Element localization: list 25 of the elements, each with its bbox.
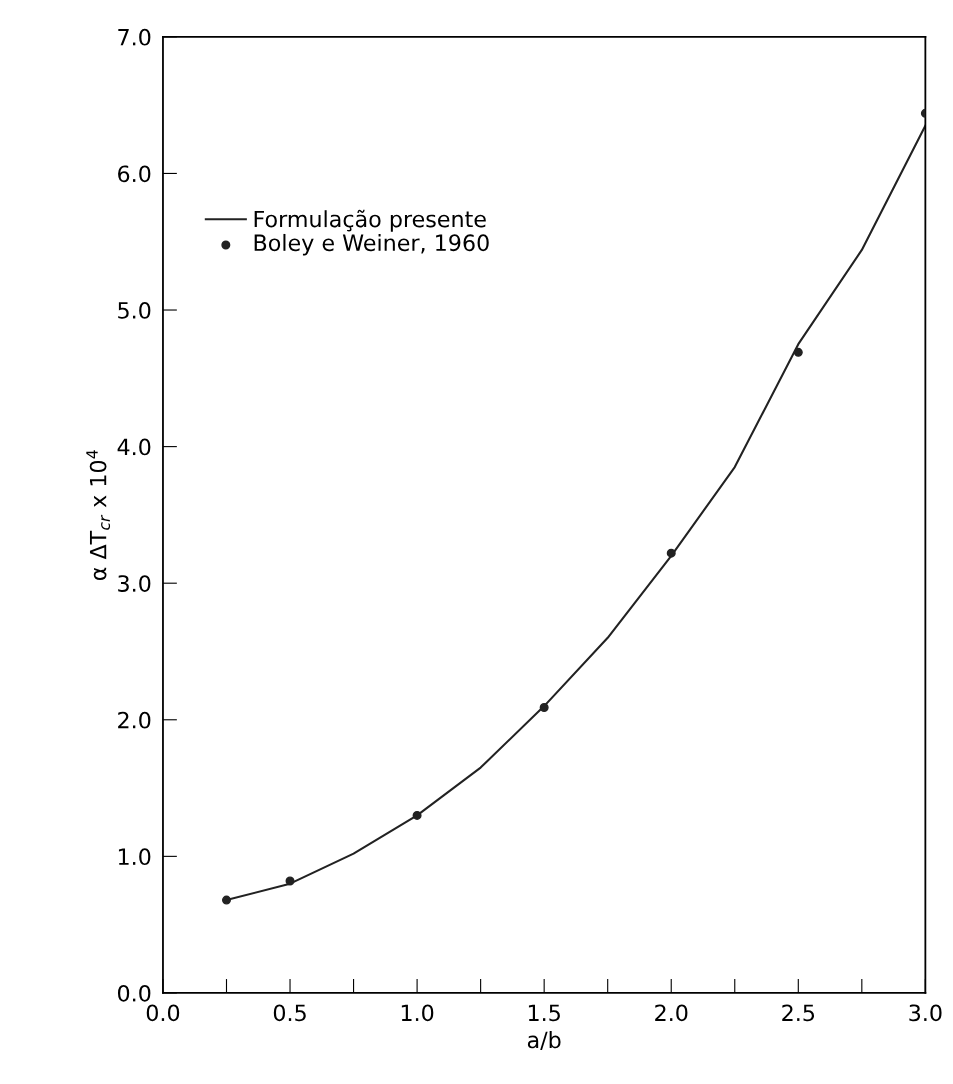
x-tick-label: 1.5 (528, 1004, 560, 1022)
point (666, 548, 676, 558)
point (793, 347, 803, 357)
x-tick-label: 2.0 (655, 1004, 688, 1022)
y-axis-title: α ΔT$_{cr}$ x 10$^{4}$ (86, 450, 111, 581)
legend-label: Formulação presente (254, 209, 486, 232)
y-tick-label: 0.0 (117, 984, 151, 1002)
x-axis-title: a/b (527, 1031, 561, 1051)
y-tick-label: 3.0 (118, 575, 151, 592)
y-tick-label: 5.0 (118, 301, 151, 319)
y-tick-label: 4.0 (117, 438, 151, 456)
y-tick-label: 2.0 (118, 711, 151, 729)
point (539, 702, 549, 712)
x-tick-label: 0.0 (146, 1004, 180, 1022)
point (221, 895, 231, 905)
legend-label: Boley e Weiner, 1960 (254, 233, 489, 256)
point (285, 876, 295, 886)
x-tick-label: 2.5 (782, 1004, 815, 1022)
y-tick-label: 1.0 (118, 848, 151, 866)
x-tick-label: 0.5 (273, 1004, 306, 1022)
x-tick-label: 3.0 (909, 1004, 942, 1022)
point (412, 810, 422, 820)
y-tick-label: 6.0 (118, 165, 151, 183)
x-tick-label: 1.0 (401, 1004, 434, 1022)
y-tick-label: 7.0 (118, 28, 151, 46)
